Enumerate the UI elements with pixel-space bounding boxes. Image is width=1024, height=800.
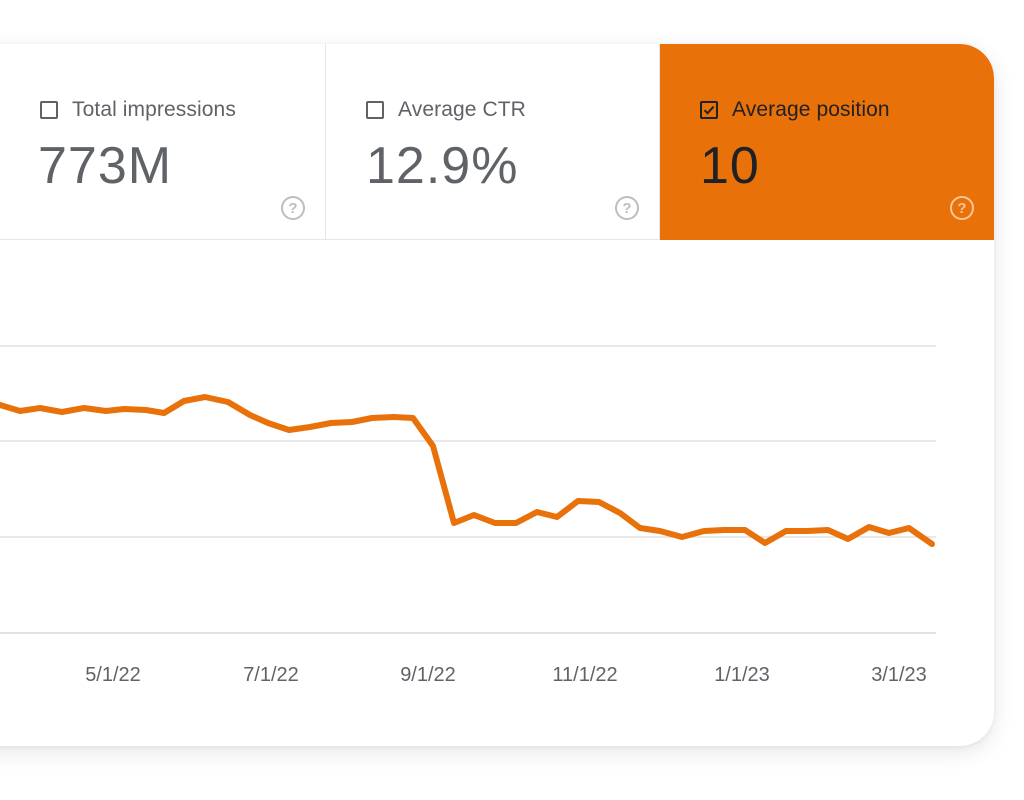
checkbox-checked-icon[interactable] (700, 101, 718, 119)
tile-label: Average CTR (398, 98, 526, 121)
checkbox-unchecked-icon[interactable] (40, 101, 58, 119)
average-position-series-line (0, 394, 935, 547)
metric-tiles: Total impressions 773M ? Average CTR 12.… (0, 44, 994, 240)
tile-value: 10 (700, 137, 760, 195)
metric-tile-average-ctr[interactable]: Average CTR 12.9% ? (326, 44, 660, 240)
x-tick-label: 5/1/22 (85, 664, 141, 686)
help-circle-icon[interactable]: ? (615, 196, 639, 220)
tile-value: 773M (38, 137, 173, 195)
checkbox-unchecked-icon[interactable] (366, 101, 384, 119)
metric-tile-average-position[interactable]: Average position 10 ? (660, 44, 994, 240)
tile-value: 12.9% (366, 137, 519, 195)
x-tick-label: 9/1/22 (400, 664, 456, 686)
x-tick-label: 7/1/22 (243, 664, 299, 686)
tile-label: Average position (732, 98, 890, 121)
x-tick-label: 1/1/23 (714, 664, 770, 686)
x-tick-label: 11/1/22 (552, 664, 617, 686)
performance-card: Total impressions 773M ? Average CTR 12.… (0, 44, 994, 746)
tile-label: Total impressions (72, 98, 236, 121)
help-circle-icon[interactable]: ? (281, 196, 305, 220)
help-circle-icon[interactable]: ? (950, 196, 974, 220)
metric-tile-total-impressions[interactable]: Total impressions 773M ? (0, 44, 326, 240)
x-tick-label: 3/1/23 (871, 664, 927, 686)
checkmark-icon (703, 105, 715, 115)
